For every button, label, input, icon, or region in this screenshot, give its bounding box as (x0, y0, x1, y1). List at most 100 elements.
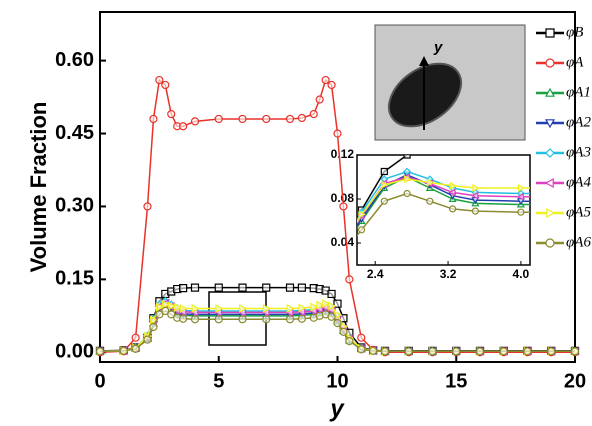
series-marker (285, 283, 295, 292)
legend-label: φA3 (566, 144, 591, 160)
inset-series-line (357, 155, 411, 221)
legend-marker (544, 87, 556, 97)
series-marker (214, 114, 223, 124)
series-marker (547, 347, 556, 356)
series-marker (309, 109, 318, 119)
inset-series-marker (336, 249, 341, 255)
series-marker (369, 346, 378, 355)
series-marker (239, 304, 248, 314)
inset-x-tick-label: 4.0 (513, 267, 530, 281)
y-tick-label: 0.00 (55, 341, 94, 363)
series-marker (179, 304, 188, 314)
inset-series-marker (403, 155, 411, 159)
inset-series-marker (154, 281, 160, 287)
inset-series-marker (471, 191, 479, 200)
series-marker (297, 314, 306, 323)
series-marker (404, 347, 413, 356)
inset-series-marker (449, 205, 457, 213)
series-marker (95, 347, 105, 356)
series-marker (119, 346, 128, 355)
inset-series-marker (449, 181, 457, 190)
inset-series-marker (290, 274, 296, 280)
series-marker (380, 347, 390, 356)
series-marker (285, 114, 295, 124)
inset-series-marker (290, 251, 296, 257)
series-marker (333, 129, 342, 138)
series-marker (327, 80, 336, 90)
y-tick-label: 0.45 (55, 122, 94, 144)
series-marker (452, 347, 461, 356)
inset-series-line (357, 178, 530, 224)
inset-series-marker (290, 276, 296, 281)
series-marker (345, 337, 354, 346)
series-marker (143, 335, 152, 344)
inset-series-marker (154, 282, 159, 288)
series-marker (321, 75, 330, 85)
series-marker (327, 289, 336, 299)
inset-series-marker (290, 275, 296, 280)
legend-label: φA1 (566, 84, 591, 100)
series-marker (179, 122, 188, 131)
series-marker (345, 275, 354, 284)
series-marker (285, 315, 295, 324)
inset-series-marker (404, 175, 412, 184)
inset-series-marker (154, 282, 160, 288)
legend-label: φA (566, 54, 584, 70)
inset-series-marker (426, 178, 435, 187)
series-marker (173, 284, 182, 294)
series-marker (357, 333, 366, 342)
series-marker (190, 315, 200, 324)
series-marker (167, 109, 176, 119)
legend-marker (545, 238, 555, 248)
series-marker (161, 80, 170, 90)
inset-series-marker (358, 210, 366, 219)
inset-plot (154, 141, 530, 290)
inset-series-marker (291, 274, 296, 280)
series-marker (238, 283, 247, 292)
inset-series-marker (450, 141, 456, 147)
series-marker (328, 301, 337, 311)
series-marker (262, 114, 271, 124)
series-marker (315, 95, 324, 104)
series-marker (131, 333, 140, 342)
inset-series-marker (380, 197, 388, 205)
y-axis-label: Volume Fraction (26, 102, 51, 273)
inset-series-marker (154, 284, 160, 290)
series-marker (286, 304, 295, 314)
inset-series-marker (290, 274, 295, 280)
legend-label: φB (566, 24, 583, 40)
legend-marker (545, 28, 555, 38)
series-marker (215, 304, 224, 314)
legend-marker (545, 148, 555, 158)
series-marker (316, 300, 325, 310)
series-marker (155, 302, 165, 312)
inset-series-marker (336, 251, 342, 257)
series-marker (143, 202, 152, 211)
series-marker (179, 284, 188, 293)
arrow-head (419, 56, 429, 66)
series-marker (179, 314, 188, 323)
y-tick-label: 0.30 (55, 195, 94, 217)
series-marker (167, 301, 176, 311)
inset-series-marker (472, 183, 480, 193)
x-tick-label: 20 (564, 370, 586, 392)
series-marker (262, 283, 271, 292)
series-marker (327, 312, 336, 321)
series-marker (297, 113, 306, 123)
x-tick-label: 15 (445, 370, 467, 392)
inset-x-tick-label: 3.2 (440, 267, 457, 281)
legend-label: φA2 (566, 114, 591, 130)
series-marker (155, 75, 164, 85)
series-marker (339, 327, 348, 336)
series-marker (475, 347, 485, 356)
inset-series-marker (426, 197, 434, 205)
inset-series-marker (290, 276, 296, 282)
series-marker (310, 302, 319, 312)
inset-series-line (357, 192, 530, 237)
series-marker (190, 117, 200, 126)
inset-series-marker (154, 282, 160, 288)
legend-marker (545, 58, 555, 68)
series-marker (214, 315, 223, 324)
series-marker (190, 283, 200, 292)
